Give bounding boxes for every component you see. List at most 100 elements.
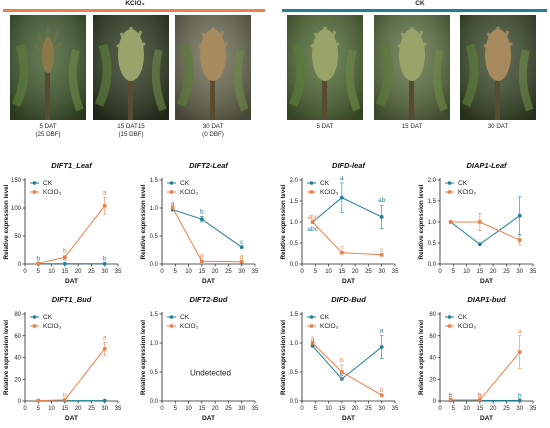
series-line (172, 209, 243, 248)
x-tick-label: 15 (199, 269, 206, 275)
chart-panel-4: DIAP1-Leaf 0.0 0.5 1.0 1.5 2.0 0 5 10 15 20 25 30 35 D… (418, 161, 537, 285)
data-point (379, 215, 384, 219)
x-tick-label: 30 (516, 269, 523, 275)
x-tick-label: 15 (477, 406, 484, 412)
y-tick-label: 1.0 (290, 220, 299, 226)
legend-swatch-marker (447, 324, 452, 328)
data-point (478, 398, 482, 402)
photo-caption-line: 15 DAT (401, 123, 423, 130)
legend-swatch-marker (169, 324, 174, 328)
significance-letter: abc (307, 214, 318, 221)
data-point (170, 206, 175, 210)
data-point (448, 398, 453, 402)
significance-letter: a (171, 202, 175, 209)
chart-title: DIFT2-Bud (190, 295, 228, 304)
significance-letter: b (63, 392, 67, 399)
x-axis-label: DAT (202, 415, 215, 422)
data-point (517, 238, 522, 242)
legend-swatch-marker (169, 315, 174, 319)
x-tick-label: 25 (88, 406, 95, 412)
data-point (517, 213, 522, 218)
legend-label: KClO₃ (43, 189, 62, 196)
x-tick-label: 30 (101, 269, 108, 275)
y-tick-label: 0 (18, 399, 22, 405)
x-tick-label: 20 (75, 269, 82, 275)
x-tick-label: 25 (88, 269, 95, 275)
x-tick-label: 15 (339, 269, 346, 275)
x-tick-label: 10 (48, 406, 55, 412)
kclo3-group-bar (3, 9, 265, 12)
y-axis-label: Relative expression level (418, 184, 425, 259)
series-line (38, 205, 106, 264)
x-tick-label: 20 (352, 406, 359, 412)
photo-caption: 15 DAT (368, 123, 456, 131)
chart-title: DIFT1_Bud (52, 295, 92, 304)
x-tick-label: 20 (212, 406, 219, 412)
chart-title: DIAP1-Leaf (466, 161, 508, 170)
chart-note: Undetected (190, 369, 231, 378)
significance-letter: d (240, 254, 244, 261)
legend-label: CK (458, 180, 468, 187)
photo-caption-line: (25 DBF) (35, 130, 61, 138)
significance-letter: b (103, 256, 107, 263)
x-tick-label: 0 (438, 406, 442, 412)
data-point (310, 344, 315, 348)
photo-p1 (10, 15, 86, 120)
data-point (477, 242, 482, 247)
y-axis-label: Relative expression level (418, 320, 425, 395)
significance-letter: b (449, 392, 453, 399)
x-tick-label: 25 (225, 269, 232, 275)
series-line (312, 345, 383, 380)
photo-caption-line: 30 DAT (202, 123, 224, 130)
x-tick-label: 0 (438, 269, 442, 275)
x-tick-label: 5 (314, 406, 318, 412)
x-tick-label: 5 (314, 269, 318, 275)
legend-swatch-marker (309, 315, 314, 319)
x-tick-label: 30 (238, 269, 245, 275)
significance-letter: b (478, 392, 482, 399)
significance-letter: b (200, 208, 204, 215)
y-tick-label: 2.0 (428, 178, 437, 184)
x-tick-label: 20 (352, 269, 359, 275)
legend-swatch-marker (32, 190, 37, 194)
legend-label: KClO₃ (320, 189, 339, 196)
x-tick-label: 0 (160, 269, 164, 275)
legend-label: KClO₃ (43, 323, 62, 330)
data-point (239, 259, 244, 264)
legend-label: KClO₃ (458, 323, 477, 330)
x-tick-label: 0 (23, 269, 27, 275)
data-point (478, 220, 482, 224)
significance-letter: abc (307, 226, 318, 233)
photo-caption: 5 DAT (25 DBF) (4, 123, 92, 139)
x-tick-label: 30 (516, 406, 523, 412)
x-tick-label: 20 (75, 406, 82, 412)
x-tick-label: 5 (452, 269, 456, 275)
y-tick-label: 40 (14, 356, 21, 362)
y-tick-label: 20 (14, 377, 21, 383)
y-tick-label: 0 (433, 399, 437, 405)
y-tick-label: 100 (11, 206, 22, 212)
y-tick-label: 0.5 (290, 241, 299, 247)
significance-letter: b (63, 248, 67, 255)
x-tick-label: 25 (365, 406, 372, 412)
x-tick-label: 10 (185, 269, 192, 275)
legend-label: CK (43, 314, 53, 321)
series-line (312, 342, 382, 396)
data-point (199, 217, 204, 222)
y-tick-label: 1.0 (428, 220, 437, 226)
legend-swatch-marker (309, 181, 314, 185)
legend-swatch-marker (32, 324, 37, 328)
x-tick-label: 5 (174, 269, 178, 275)
photo-caption: 5 DAT (281, 123, 369, 131)
legend-swatch-marker (309, 324, 314, 328)
y-tick-label: 1.5 (290, 199, 299, 205)
x-tick-label: 10 (325, 269, 332, 275)
x-axis-label: DAT (342, 415, 355, 422)
x-axis-label: DAT (65, 415, 78, 422)
x-tick-label: 20 (490, 269, 497, 275)
y-tick-label: 1.5 (150, 178, 159, 184)
kclo3-group-label: KClO₃ (125, 0, 145, 7)
data-point (517, 398, 522, 403)
chart-panel-5: DIFT1_Bud 0 20 40 60 80 0 5 10 15 20 25 30 35 DAT Relat… (3, 295, 122, 422)
x-tick-label: 20 (490, 406, 497, 412)
